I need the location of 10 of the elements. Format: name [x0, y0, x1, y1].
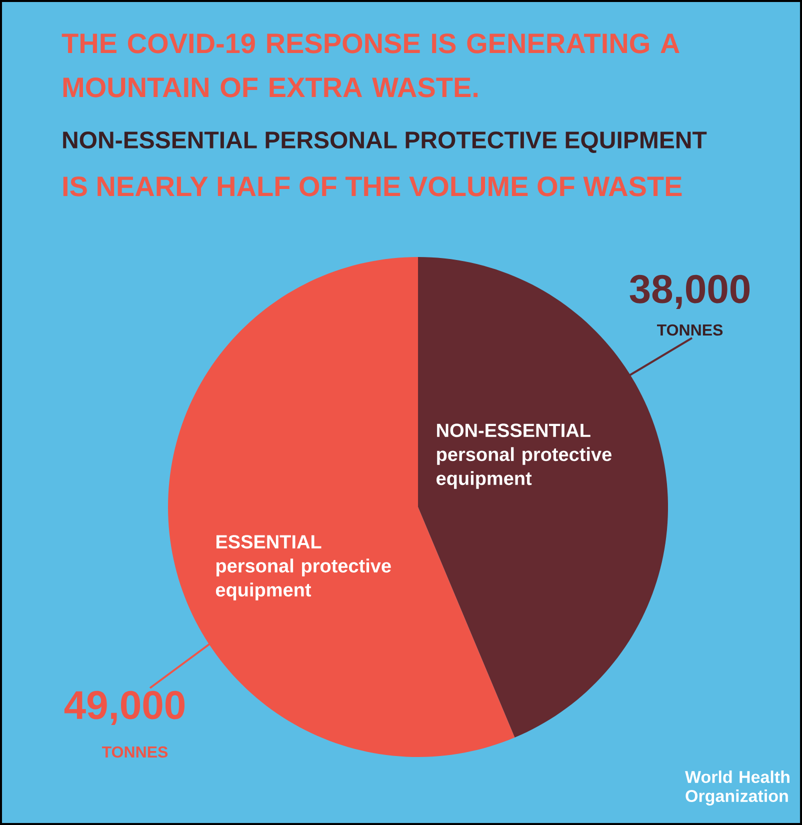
chart-title: THE COVID-19 RESPONSE IS GENERATING A MOUNTAIN OF EXTRA WASTE. [62, 34, 680, 98]
chart-subtitle: NON-ESSENTIAL PERSONAL PROTECTIVE EQUIPMENT [63, 132, 707, 153]
text: World Health Organization [685, 770, 790, 806]
text: TONNES [657, 324, 723, 336]
slice-label: ESSENTIAL personal protective equipment [216, 535, 391, 600]
data-label: 49,000 [64, 690, 185, 726]
text: IS NEARLY HALF OF THE VOLUME OF WASTE [63, 176, 682, 196]
data-label: 38,000 [630, 274, 750, 310]
text: TONNES [102, 746, 168, 758]
slice-label: NON-ESSENTIAL personal protective equipment [436, 424, 612, 489]
